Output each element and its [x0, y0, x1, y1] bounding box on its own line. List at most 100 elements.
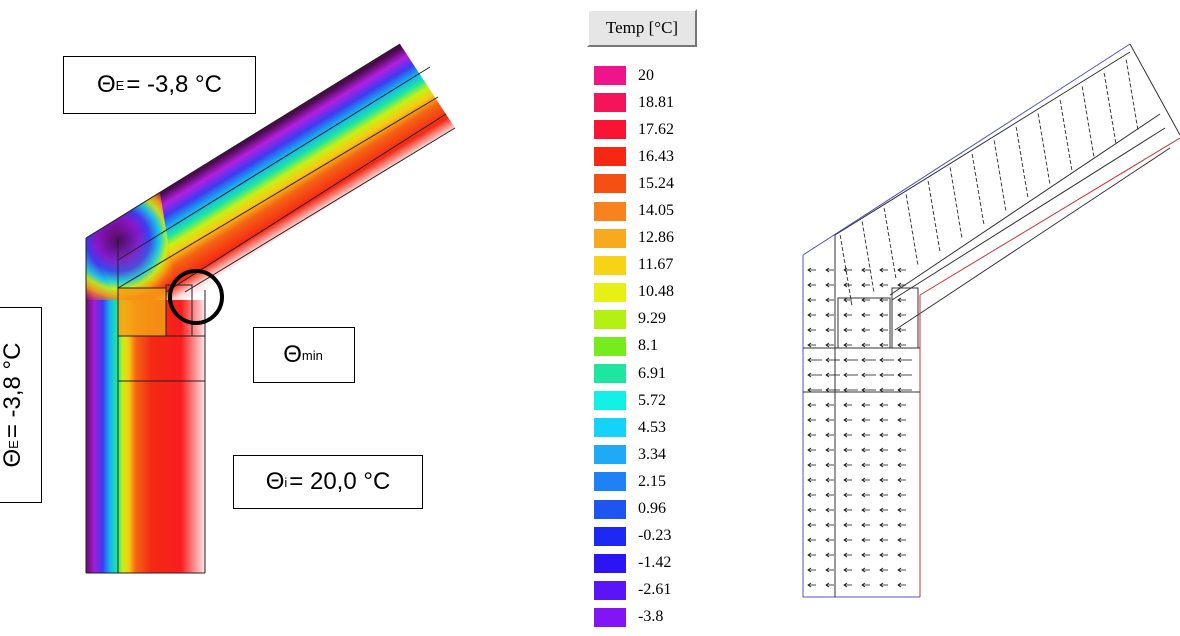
flux-arrow [998, 170, 1001, 175]
flux-arrow [1114, 138, 1117, 144]
flux-arrow [1086, 116, 1089, 121]
flux-arrow [897, 387, 912, 393]
flux-arrow [843, 582, 852, 588]
flux-arrow [843, 462, 852, 468]
flux-arrow [861, 567, 870, 573]
flux-arrow [978, 195, 981, 201]
flux-arrow [1015, 126, 1018, 132]
legend-row: 8.1 [594, 333, 674, 360]
flux-arrow [879, 522, 888, 528]
flux-arrow [914, 248, 917, 253]
flux-arrow [1084, 104, 1087, 109]
flux-arrow [1000, 182, 1003, 187]
legend-value: 4.53 [638, 418, 666, 436]
flux-arrow [825, 357, 840, 363]
flux-arrow [861, 267, 870, 273]
legend-title-button[interactable]: Temp [°C] [587, 9, 697, 47]
flux-arrow [879, 402, 888, 408]
legend-swatch [594, 418, 626, 438]
flux-arrow [843, 477, 852, 483]
flux-arrow [949, 167, 952, 172]
flux-arrow [897, 372, 912, 378]
flux-arrow [1103, 72, 1106, 78]
flux-arrow [807, 552, 816, 558]
flux-arrow [879, 477, 888, 483]
temperature-legend: Temp [°C] 20 18.81 17.62 16.43 15.24 14.05 12.… [584, 6, 704, 632]
legend-row: 15.24 [594, 170, 674, 197]
flux-arrow [1131, 95, 1134, 100]
flux-arrow [908, 212, 911, 217]
flux-arrow [879, 327, 888, 333]
flux-arrow [1091, 146, 1094, 151]
legend-row: -1.42 [594, 550, 674, 577]
flux-arrow [959, 227, 962, 232]
legend-value: 10.48 [638, 283, 674, 301]
legend-swatch [594, 499, 626, 519]
legend-value: 2.15 [638, 472, 666, 490]
flux-arrow [1085, 110, 1088, 115]
theta-e-left-value: = -3,8 °C [0, 342, 26, 439]
flux-arrow [975, 177, 978, 183]
thermal-contour-plot [85, 43, 456, 574]
legend-value: 15.24 [638, 174, 674, 192]
legend-value: 20 [638, 66, 654, 84]
flux-arrow [1107, 96, 1110, 102]
flux-arrow [861, 522, 870, 528]
flux-arrow [956, 209, 959, 214]
flux-arrow [1133, 107, 1136, 112]
flux-arrow [888, 237, 891, 243]
legend-list: 20 18.81 17.62 16.43 15.24 14.05 12.86 11.67 10.… [594, 62, 674, 631]
flux-arrow [1113, 132, 1116, 138]
legend-swatch [594, 120, 626, 140]
flux-arrow [843, 372, 858, 378]
flux-arrow [1039, 125, 1042, 130]
legend-row: -0.23 [594, 523, 674, 550]
flux-arrow [843, 432, 852, 438]
flux-arrow [843, 522, 852, 528]
flux-arrow [825, 582, 834, 588]
flux-arrow [971, 153, 974, 159]
flux-arrow [807, 402, 816, 408]
flux-arrow [887, 231, 890, 237]
legend-row: 17.62 [594, 116, 674, 143]
flux-arrow [911, 230, 914, 235]
flux-arrow [1045, 161, 1048, 166]
flux-arrow [935, 228, 938, 234]
legend-value: 8.1 [638, 337, 658, 355]
flux-arrow [915, 254, 918, 259]
flux-arrow [958, 221, 961, 226]
flux-arrow [977, 189, 980, 195]
flux-arrow [912, 236, 915, 241]
flux-arrow [885, 219, 888, 225]
flux-arrow [1109, 108, 1112, 114]
flux-arrow [1089, 134, 1092, 139]
flux-arrow [807, 432, 816, 438]
flux-arrow [1018, 144, 1021, 150]
flux-arrow [825, 462, 834, 468]
flux-arrow [825, 267, 834, 273]
legend-row: 6.91 [594, 360, 674, 387]
flux-arrow [861, 282, 870, 288]
flux-arrow [843, 492, 852, 498]
flux-arrow [1110, 114, 1113, 120]
flux-arrow [1046, 167, 1049, 172]
legend-row: -3.8 [594, 604, 674, 631]
legend-row: 5.72 [594, 387, 674, 414]
flux-arrow [879, 267, 888, 273]
theta-subscript: E [115, 77, 125, 93]
flux-arrow [864, 239, 867, 244]
flux-arrow [929, 192, 932, 198]
legend-swatch [594, 309, 626, 329]
flux-arrow [1060, 105, 1063, 111]
flux-arrow [1001, 188, 1004, 193]
flux-arrow [897, 447, 906, 453]
legend-row: 0.96 [594, 496, 674, 523]
flux-arrow [879, 417, 888, 423]
flux-arrow [861, 432, 870, 438]
flux-arrow [843, 282, 852, 288]
flux-arrow [825, 537, 834, 543]
flux-arrow [807, 297, 816, 303]
flux-arrow [980, 207, 983, 213]
flux-arrow [865, 245, 868, 250]
flux-arrow [932, 210, 935, 216]
